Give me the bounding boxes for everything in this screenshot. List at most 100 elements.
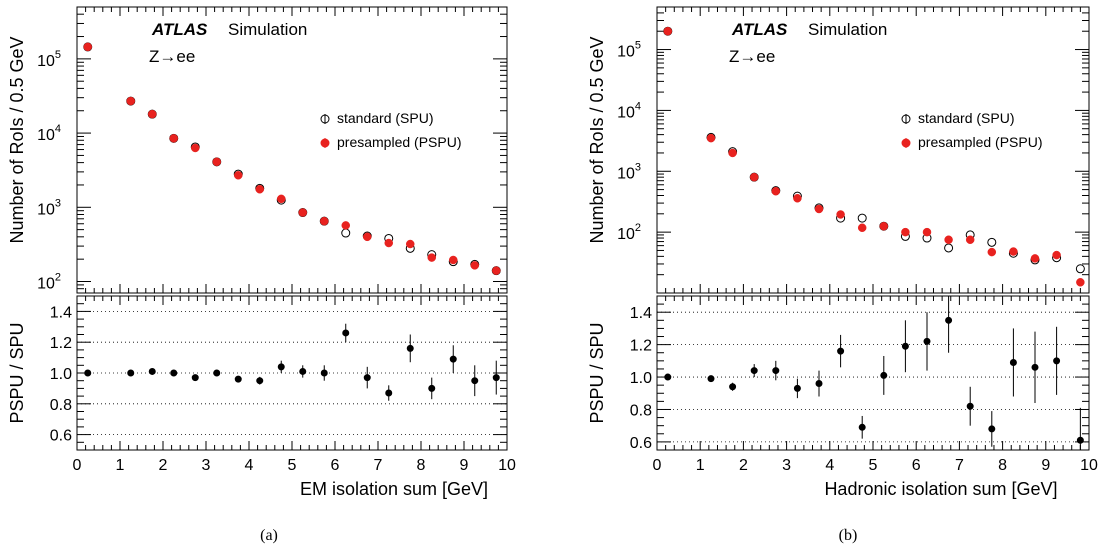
pspu-point — [706, 133, 716, 143]
simulation-label: Simulation — [228, 20, 307, 39]
pspu-point — [771, 186, 781, 196]
pspu-point — [406, 239, 415, 249]
ratio-y-tick-label: 0.6 — [50, 428, 72, 445]
x-tick-label: 8 — [998, 457, 1007, 474]
ratio-y-tick-label: 1.2 — [50, 335, 72, 352]
ratio-point — [901, 342, 909, 350]
pspu-point — [1009, 247, 1018, 256]
pspu-point — [298, 208, 307, 217]
ratio-y-tick-label: 1.2 — [630, 338, 652, 355]
ratio-point — [988, 425, 996, 433]
ratio-point — [342, 329, 350, 337]
ratio-point — [213, 369, 221, 377]
pspu-point — [663, 26, 673, 36]
y-tick-label: 105 — [617, 40, 641, 61]
spu-point — [341, 228, 351, 238]
pspu-point — [987, 247, 997, 257]
pspu-point — [212, 157, 221, 167]
ratio-point — [750, 367, 758, 375]
ratio-point — [148, 367, 156, 375]
panel-caption: (a) — [260, 527, 278, 544]
ratio-point — [945, 316, 953, 324]
pspu-point — [901, 227, 910, 237]
x-tick-label: 4 — [825, 457, 834, 474]
chart-panel-b: 0 1 2 3 4 5 6 7 8 9 10 102 103 104 105 0.6 0.8 1.0 1.2 1.4 H… — [587, 6, 1098, 544]
ratio-point — [256, 377, 264, 385]
x-tick-label: 8 — [417, 457, 426, 474]
spu-point — [857, 213, 867, 223]
x-tick-label: 0 — [653, 457, 662, 474]
ratio-point — [234, 375, 242, 383]
ratio-point — [191, 374, 199, 382]
y-tick-label: 103 — [617, 161, 641, 182]
y-tick-label: 103 — [37, 197, 61, 218]
legend-label-spu: standard (SPU) — [337, 110, 433, 126]
x-tick-label: 4 — [245, 457, 254, 474]
pspu-point — [857, 223, 867, 233]
ratio-point — [170, 369, 178, 377]
y-axis-title-ratio: PSPU / SPU — [587, 322, 607, 423]
pspu-point — [879, 221, 889, 231]
legend-label-pspu: presampled (PSPU) — [337, 134, 462, 150]
ratio-point — [858, 423, 866, 431]
y-tick-label: 102 — [37, 272, 61, 293]
pspu-point — [384, 238, 393, 248]
panel-caption: (b) — [839, 527, 858, 544]
ratio-y-tick-label: 1.4 — [50, 304, 72, 321]
legend-label-spu: standard (SPU) — [918, 110, 1014, 126]
chart-panel-a: 0 1 2 3 4 5 6 7 8 9 10 102 103 104 105 0.6 0.8 1.0 1.2 1.4 E… — [7, 6, 516, 544]
ratio-point — [1009, 358, 1017, 366]
ratio-y-tick-label: 1.4 — [630, 305, 652, 322]
pspu-point — [749, 172, 759, 182]
pspu-point — [836, 210, 845, 219]
pspu-point — [427, 253, 436, 262]
ratio-point — [880, 371, 888, 379]
ratio-y-tick-label: 1.0 — [50, 366, 72, 383]
pspu-point — [1076, 278, 1085, 287]
ratio-y-tick-label: 0.8 — [630, 402, 652, 419]
y-tick-label: 105 — [37, 49, 61, 70]
ratio-point — [471, 377, 479, 385]
ratio-point — [84, 369, 92, 377]
x-tick-label: 9 — [460, 457, 469, 474]
ratio-point — [729, 383, 737, 391]
pspu-point — [965, 235, 975, 244]
ratio-point — [363, 374, 371, 382]
legend-marker-pspu — [901, 138, 911, 148]
pspu-point — [492, 266, 501, 275]
ratio-point — [1076, 436, 1084, 444]
x-tick-label: 2 — [159, 457, 168, 474]
simulation-label: Simulation — [808, 20, 887, 39]
process-label: Z→ee — [149, 47, 195, 66]
spu-point — [987, 237, 997, 247]
ratio-point — [815, 380, 823, 388]
pspu-point — [1052, 250, 1061, 260]
top-plot-frame — [656, 6, 1090, 294]
pspu-point — [944, 235, 953, 244]
ratio-point — [320, 369, 328, 377]
ratio-point — [837, 347, 845, 355]
pspu-point — [126, 96, 135, 106]
pspu-point — [363, 232, 372, 242]
x-tick-label: 7 — [374, 457, 383, 474]
ratio-y-tick-label: 0.8 — [50, 397, 72, 414]
pspu-point — [814, 204, 824, 214]
legend-label-pspu: presampled (PSPU) — [918, 134, 1043, 150]
pspu-point — [341, 221, 350, 230]
x-axis-title: EM isolation sum [GeV] — [300, 479, 488, 499]
top-plot-frame — [76, 6, 508, 294]
ratio-point — [492, 374, 500, 382]
pspu-point — [470, 261, 479, 270]
ratio-point — [385, 389, 393, 397]
ratio-point — [707, 375, 715, 383]
legend-marker-pspu — [320, 138, 330, 148]
x-tick-label: 5 — [288, 457, 297, 474]
pspu-point — [1030, 254, 1040, 263]
x-tick-label: 0 — [73, 457, 82, 474]
ratio-point — [277, 363, 285, 371]
x-tick-label: 3 — [202, 457, 211, 474]
x-tick-label: 6 — [912, 457, 921, 474]
ratio-point — [428, 384, 436, 392]
pspu-point — [728, 148, 737, 158]
